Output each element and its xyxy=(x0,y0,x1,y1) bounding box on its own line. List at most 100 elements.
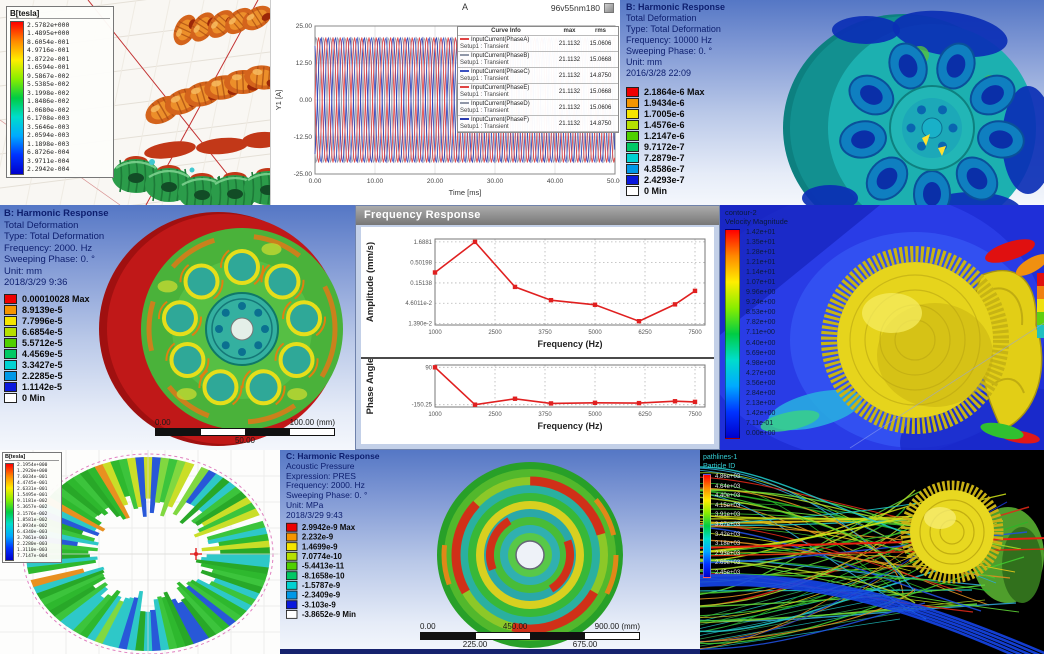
deformed-wheel-visualization xyxy=(783,10,1044,205)
scale-max: 900.00 (mm) xyxy=(594,622,640,631)
svg-text:5000: 5000 xyxy=(588,412,602,418)
stator-flux-visualization xyxy=(0,0,270,205)
velocity-legend-values: 1.42e+01 1.35e+01 1.28e+01 1.21e+01 1.14e+01… xyxy=(746,229,776,437)
scale-q3: 675.00 xyxy=(572,640,598,649)
particle-colorbar xyxy=(703,474,711,578)
plot-title: A xyxy=(461,2,468,12)
result-details: Total Deformation Type: Total Deformatio… xyxy=(626,13,721,78)
flux-color-legend: B[tesla] 2.1954e+000 1.2920e+000 7.6034e-0… xyxy=(2,452,62,563)
contour-variable: Velocity Magnitude xyxy=(725,217,788,226)
svg-text:3750: 3750 xyxy=(538,412,552,418)
svg-text:-12.50: -12.50 xyxy=(294,134,313,141)
legend-title: pathlines-1 Particle ID xyxy=(703,453,740,471)
velocity-legend: contour-2 Velocity Magnitude 1.42e+01 1.3… xyxy=(725,208,788,439)
scale-min: 0.00 xyxy=(155,418,171,427)
svg-text:12.50: 12.50 xyxy=(296,60,313,67)
panel-harmonic-response-2000hz: B: Harmonic Response Total Deformation T… xyxy=(0,205,355,450)
scale-min: 0.00 xyxy=(420,622,436,631)
deformed-wheel-visualization xyxy=(99,212,343,446)
svg-text:4.6011e-2: 4.6011e-2 xyxy=(405,301,432,307)
scale-ruler: 0.00 450.00 900.00 (mm) 225.00 675.00 xyxy=(420,622,640,649)
panel-input-current-plot: A 96v55nm180 0.00 10.00 20.00 30.00 40.00 50.… xyxy=(270,0,620,205)
svg-text:Phase Angle: Phase Angle xyxy=(365,359,376,414)
velocity-colorbar xyxy=(725,229,740,439)
svg-text:Time [ms]: Time [ms] xyxy=(449,188,482,197)
scale-mid: 50.00 xyxy=(234,436,256,445)
svg-text:40.00: 40.00 xyxy=(547,178,564,185)
svg-text:-150.25: -150.25 xyxy=(412,403,433,409)
panel-flux-density-stator: B[tesla] 2.5782e+000 1.4895e+000 8.6054e-0… xyxy=(0,0,270,205)
frequency-response-window: Frequency Response 1000 2500 3750 5000 6250 7… xyxy=(355,205,720,450)
deformation-color-legend: 0.00010028 Max 8.9139e-5 7.7996e-5 6.6854e-… xyxy=(4,293,90,403)
window-title: Frequency Response xyxy=(364,209,481,221)
result-info: B: Harmonic Response Total Deformation T… xyxy=(626,2,725,79)
svg-text:Amplitude (mm/s): Amplitude (mm/s) xyxy=(365,242,376,322)
flux-colorbar xyxy=(10,21,24,175)
svg-text:5000: 5000 xyxy=(588,330,602,336)
result-title: B: Harmonic Response xyxy=(626,2,726,12)
svg-text:7500: 7500 xyxy=(688,412,702,418)
model-label: 96v55nm180 xyxy=(550,3,600,13)
flux-colorbar xyxy=(5,463,14,561)
flux-legend-values: 2.5782e+000 1.4895e+000 8.6054e-001 4.9716e… xyxy=(27,21,70,173)
svg-text:50.00: 50.00 xyxy=(607,178,620,185)
svg-text:0.00: 0.00 xyxy=(309,178,322,185)
svg-text:6250: 6250 xyxy=(638,330,652,336)
pathlines-variable: Particle ID xyxy=(703,463,736,470)
svg-text:20.00: 20.00 xyxy=(427,178,444,185)
svg-text:90: 90 xyxy=(425,365,432,371)
phase-angle-chart: 1000 2500 3750 5000 6250 7500 90 -150.25 Frequen… xyxy=(365,359,706,431)
result-info: B: Harmonic Response Total Deformation T… xyxy=(4,208,109,289)
amplitude-frequency-chart: 1000 2500 3750 5000 6250 7500 1.6881 0.50198 0.1… xyxy=(365,238,706,349)
pathlines-name: pathlines-1 xyxy=(703,454,738,461)
svg-text:1.6881: 1.6881 xyxy=(414,240,433,246)
velocity-contour-visualization xyxy=(720,205,1044,450)
plot-annotation: 96v55nm180 xyxy=(551,3,614,13)
acoustic-disc-visualization xyxy=(437,462,623,648)
deformation-color-legend: 2.1864e-6 Max 1.9434e-6 1.7005e-6 1.4576e-6… xyxy=(626,86,705,196)
flux-color-legend: B[tesla] 2.5782e+000 1.4895e+000 8.6054e-0… xyxy=(6,6,114,178)
scale-bar xyxy=(420,632,640,640)
panel-acoustic-pressure: C: Harmonic Response Acoustic Pressure E… xyxy=(280,450,700,654)
result-title: C: Harmonic Response xyxy=(286,451,380,461)
svg-text:0.00: 0.00 xyxy=(299,97,312,104)
result-info: C: Harmonic Response Acoustic Pressure E… xyxy=(286,451,380,521)
scale-max: 100.00 (mm) xyxy=(289,418,335,427)
flux-legend-values: 2.1954e+000 1.2920e+000 7.6034e-001 4.4745e… xyxy=(17,463,48,559)
result-details: Total Deformation Type: Total Deformatio… xyxy=(4,219,105,289)
panel-harmonic-response-10000hz: B: Harmonic Response Total Deformation T… xyxy=(620,0,1044,205)
result-title: B: Harmonic Response xyxy=(4,208,109,219)
curve-info-table: Curve Info max rms InputCurrent(PhaseA) Setu… xyxy=(457,26,619,133)
svg-text:2500: 2500 xyxy=(488,412,502,418)
panel-flux-density-ring: B[tesla] 2.1954e+000 1.2920e+000 7.6034e-0… xyxy=(0,450,280,654)
scale-ruler: 0.00 100.00 (mm) 50.00 xyxy=(155,418,335,445)
svg-text:0.50198: 0.50198 xyxy=(410,261,432,267)
ansys-note-icon[interactable] xyxy=(604,3,614,13)
window-content: 1000 2500 3750 5000 6250 7500 1.6881 0.50198 0.1… xyxy=(361,227,714,444)
scale-q1: 225.00 xyxy=(462,640,488,649)
svg-text:1000: 1000 xyxy=(428,412,442,418)
svg-text:10.00: 10.00 xyxy=(367,178,384,185)
window-edge-strip xyxy=(280,649,700,654)
scale-bar xyxy=(155,428,335,436)
svg-text:25.00: 25.00 xyxy=(296,23,313,30)
window-titlebar[interactable]: Frequency Response xyxy=(356,206,719,225)
contour-name: contour-2 xyxy=(725,208,757,217)
svg-text:Frequency (Hz): Frequency (Hz) xyxy=(537,339,602,349)
svg-text:0.15138: 0.15138 xyxy=(410,281,432,287)
particle-legend-values: 4.86e+03 4.64e+03 4.40e+03 4.15e+03 3.91e+03… xyxy=(715,474,741,576)
svg-text:30.00: 30.00 xyxy=(487,178,504,185)
panel-particle-pathlines: pathlines-1 Particle ID 4.86e+03 4.64e+03… xyxy=(700,450,1044,654)
svg-text:3750: 3750 xyxy=(538,330,552,336)
plot-separator xyxy=(361,357,714,359)
scale-mid-top: 450.00 xyxy=(502,622,528,631)
legend-title: B[tesla] xyxy=(5,454,59,461)
panel-cfd-velocity-contour: contour-2 Velocity Magnitude 1.42e+01 1.3… xyxy=(720,205,1044,450)
svg-text:Frequency (Hz): Frequency (Hz) xyxy=(537,421,602,431)
pressure-color-legend: 2.9942e-9 Max 2.232e-9 1.4699e-9 7.0774e-10… xyxy=(286,522,356,619)
legend-title: B[tesla] xyxy=(10,9,110,19)
legend-title: contour-2 Velocity Magnitude xyxy=(725,208,788,226)
svg-text:-25.00: -25.00 xyxy=(294,171,313,178)
svg-text:1.390e-2: 1.390e-2 xyxy=(408,322,432,328)
